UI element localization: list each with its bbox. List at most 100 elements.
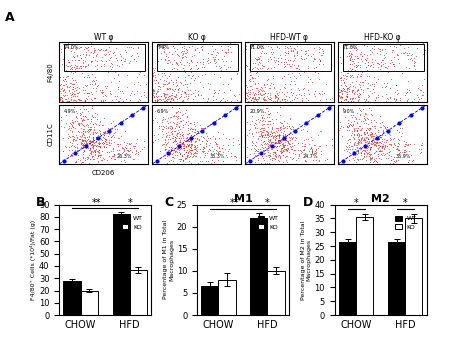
- Point: [191, 124, 199, 129]
- Point: [272, 156, 279, 162]
- Point: [356, 79, 364, 85]
- Point: [363, 150, 371, 156]
- Point: [83, 142, 91, 147]
- Point: [287, 154, 294, 159]
- Point: [396, 95, 403, 101]
- Point: [175, 145, 182, 150]
- Point: [258, 85, 265, 91]
- Point: [102, 58, 109, 64]
- Point: [63, 92, 70, 97]
- Point: [279, 142, 286, 148]
- Point: [365, 150, 372, 155]
- Point: [404, 56, 412, 62]
- Point: [337, 55, 344, 60]
- Point: [258, 88, 266, 94]
- Point: [186, 80, 193, 86]
- Point: [429, 97, 437, 103]
- Point: [379, 129, 386, 134]
- Point: [198, 138, 206, 144]
- Point: [71, 85, 79, 91]
- Point: [391, 141, 398, 146]
- Point: [260, 50, 267, 56]
- Point: [82, 113, 89, 119]
- Point: [371, 142, 378, 148]
- Point: [381, 80, 388, 86]
- Point: [273, 140, 281, 145]
- Point: [109, 133, 116, 139]
- Point: [91, 120, 99, 126]
- Point: [351, 84, 359, 90]
- Point: [130, 143, 137, 149]
- Point: [122, 142, 129, 148]
- Point: [189, 126, 196, 132]
- Point: [215, 144, 222, 150]
- Point: [255, 109, 263, 115]
- Point: [309, 59, 317, 64]
- Point: [92, 136, 100, 142]
- Point: [198, 93, 205, 98]
- Point: [301, 141, 309, 147]
- Point: [346, 74, 354, 80]
- Point: [179, 82, 186, 88]
- Point: [360, 129, 368, 135]
- Point: [89, 143, 97, 148]
- Point: [80, 144, 87, 150]
- Point: [203, 138, 210, 144]
- Point: [371, 133, 378, 139]
- Point: [182, 149, 189, 155]
- Point: [173, 83, 180, 88]
- Point: [59, 56, 67, 62]
- Point: [151, 77, 158, 83]
- Point: [262, 134, 270, 140]
- Point: [200, 57, 207, 62]
- Point: [345, 86, 353, 92]
- Point: [177, 126, 184, 131]
- Point: [182, 93, 190, 99]
- Point: [123, 45, 131, 50]
- Point: [62, 92, 69, 98]
- Point: [402, 90, 410, 96]
- Point: [322, 68, 329, 74]
- Point: [288, 146, 296, 152]
- Point: [166, 150, 173, 156]
- Point: [355, 156, 362, 162]
- Point: [275, 45, 283, 50]
- Point: [84, 145, 92, 150]
- Point: [82, 141, 90, 147]
- Point: [121, 159, 129, 165]
- Point: [272, 163, 279, 169]
- Point: [58, 62, 65, 67]
- Point: [170, 129, 178, 134]
- Point: [309, 149, 316, 155]
- Point: [157, 123, 164, 129]
- Point: [73, 52, 81, 58]
- Point: [200, 170, 208, 176]
- Point: [246, 91, 254, 97]
- Point: [267, 22, 275, 28]
- Point: [79, 174, 87, 180]
- Point: [363, 151, 370, 157]
- Point: [89, 139, 97, 145]
- Point: [68, 66, 75, 72]
- Point: [63, 78, 70, 84]
- Point: [260, 164, 267, 169]
- Point: [365, 121, 372, 127]
- Point: [287, 44, 294, 49]
- Point: [357, 64, 365, 70]
- Point: [259, 96, 267, 101]
- Point: [100, 175, 108, 181]
- Point: [92, 139, 100, 144]
- Point: [56, 82, 64, 87]
- Point: [68, 86, 75, 92]
- Point: [160, 116, 167, 122]
- Point: [254, 67, 262, 72]
- Point: [98, 152, 105, 158]
- Point: [105, 44, 112, 50]
- Point: [301, 153, 309, 159]
- Point: [94, 82, 101, 87]
- Point: [367, 129, 374, 135]
- Point: [149, 91, 156, 97]
- Point: [284, 146, 292, 152]
- Point: [287, 165, 294, 170]
- Point: [188, 142, 196, 147]
